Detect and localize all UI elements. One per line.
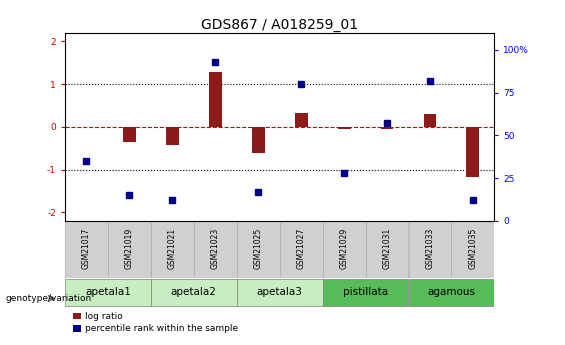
Bar [65, 279, 151, 306]
Bar [408, 221, 451, 278]
Bar [280, 221, 323, 278]
Bar [467, 127, 479, 177]
Bar [338, 127, 350, 129]
Text: apetala1: apetala1 [85, 287, 131, 297]
Text: GSM21021: GSM21021 [168, 228, 177, 269]
Bar [151, 279, 237, 306]
Text: GSM21033: GSM21033 [425, 228, 434, 269]
Bar [73, 313, 81, 319]
Text: GSM21035: GSM21035 [468, 228, 477, 269]
Bar [237, 279, 323, 306]
Text: apetala2: apetala2 [171, 287, 217, 297]
Bar [194, 221, 237, 278]
Text: GSM21023: GSM21023 [211, 228, 220, 269]
Text: GSM21031: GSM21031 [383, 228, 392, 269]
Text: GSM21025: GSM21025 [254, 228, 263, 269]
Bar [451, 221, 494, 278]
Bar [123, 127, 136, 142]
Text: genotype/variation: genotype/variation [6, 294, 92, 303]
Bar [166, 127, 179, 145]
Bar [209, 72, 221, 127]
Bar [65, 221, 108, 278]
Bar [108, 221, 151, 278]
Text: GSM21027: GSM21027 [297, 228, 306, 269]
Bar [408, 279, 494, 306]
Text: GSM21029: GSM21029 [340, 228, 349, 269]
Text: percentile rank within the sample: percentile rank within the sample [85, 324, 238, 333]
Bar [73, 325, 81, 332]
Bar [366, 221, 408, 278]
Bar [237, 221, 280, 278]
Bar [323, 221, 366, 278]
Bar [323, 279, 408, 306]
Bar [381, 127, 393, 129]
Text: apetala3: apetala3 [257, 287, 303, 297]
Text: log ratio: log ratio [85, 312, 123, 321]
Bar [151, 221, 194, 278]
Text: agamous: agamous [428, 287, 475, 297]
Bar [424, 114, 436, 127]
Bar [252, 127, 264, 153]
Bar [295, 113, 307, 127]
Text: pistillata: pistillata [343, 287, 388, 297]
Text: GSM21017: GSM21017 [82, 228, 91, 269]
Text: GSM21019: GSM21019 [125, 228, 134, 269]
Title: GDS867 / A018259_01: GDS867 / A018259_01 [201, 18, 358, 32]
